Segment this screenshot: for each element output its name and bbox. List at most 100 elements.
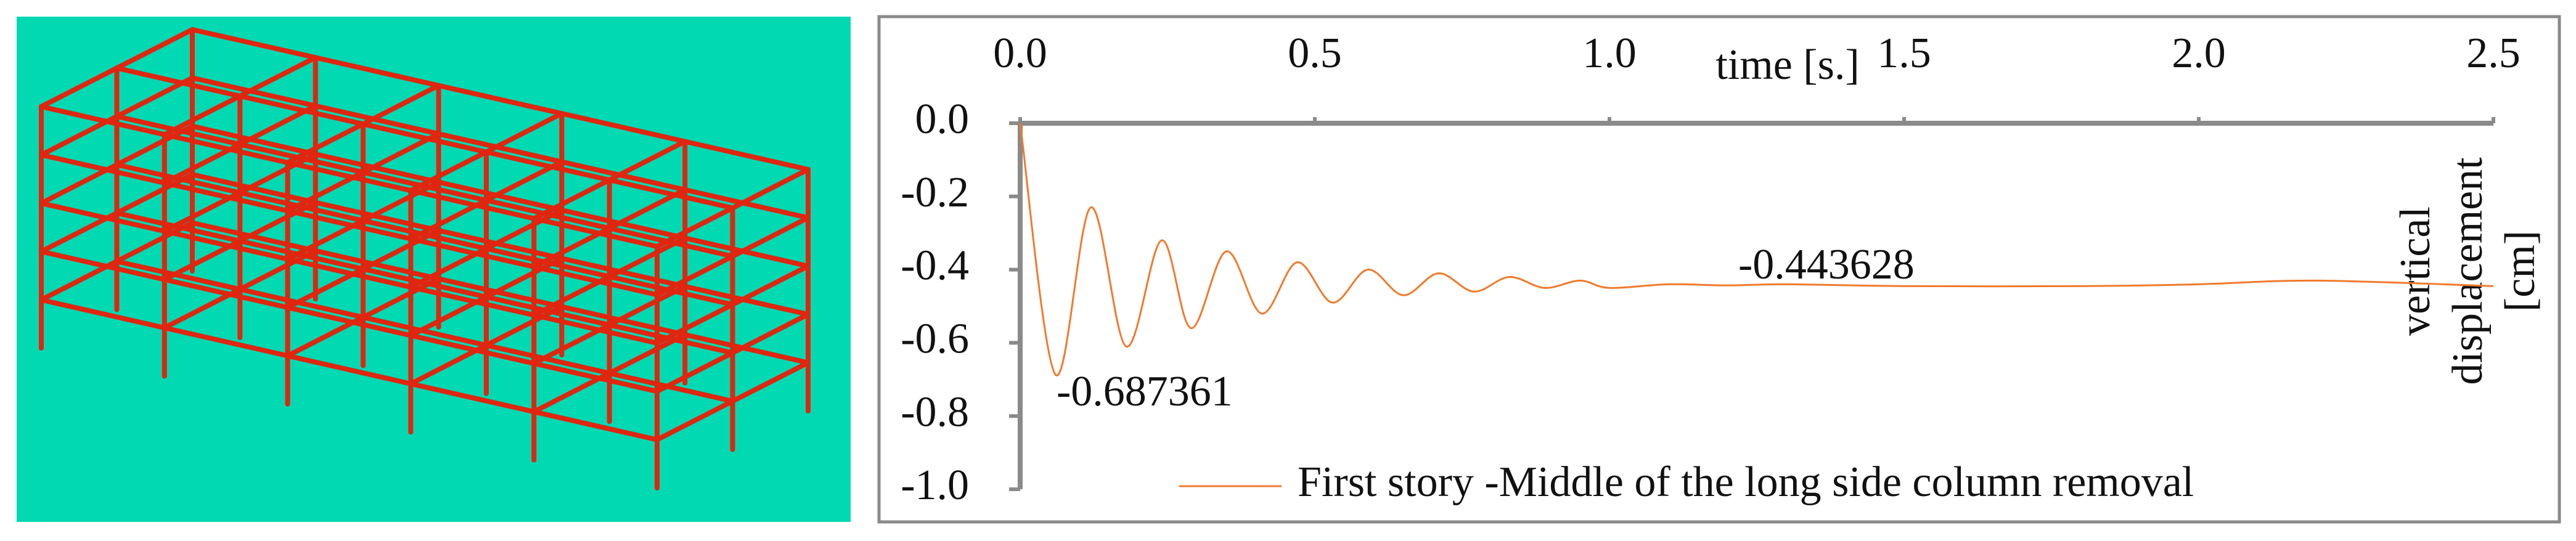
frame-member [408,149,489,193]
frame-member [237,142,366,175]
frame-member [313,248,441,282]
x-tick-label: 0.5 [1288,30,1342,77]
frame-member [361,266,489,299]
frame-member [361,314,489,348]
frame-member [531,177,612,221]
frame-member [607,370,735,404]
frame-member [607,139,688,183]
y-tick-label: -0.2 [901,169,969,216]
frame-model [39,27,811,490]
frame-member [408,333,537,366]
annotation: -0.443628 [1738,241,1915,288]
frame-member [408,285,537,318]
y-tick-label: -1.0 [901,462,969,509]
x-tick-label: 2.0 [2172,30,2226,77]
frame-member [559,111,688,144]
frame-member [531,409,660,442]
frame-member [559,159,688,192]
frame-member [190,123,318,157]
annotation: -0.687361 [1057,368,1233,415]
y-tick-label: -0.4 [901,242,969,290]
frame-member [559,256,688,289]
frame-member [114,162,243,195]
frame-member [730,360,811,404]
line-series [1019,123,2494,376]
frame-member [483,149,612,183]
frame-member [531,360,660,394]
frame-member [607,177,735,211]
frame-member [39,104,167,137]
y-tick-label: -0.8 [901,388,969,436]
frame-member [114,27,195,71]
frame-member [162,180,290,214]
frame-member [607,226,735,259]
frame-member [655,302,735,346]
frame-member [162,277,290,310]
frame-member [730,215,811,259]
frame-member [114,65,243,99]
frame-member [162,325,290,359]
y-axis-title: vertical displacement [cm] [2392,157,2544,385]
frame-member [730,263,811,307]
x-tick-label: 1.5 [1877,30,1931,77]
frame-member [114,210,243,244]
frame-member [436,131,565,165]
frame-member [682,332,811,365]
frame-member [655,205,735,249]
frame-member [361,121,489,155]
y-axis-title-line: [cm] [2496,230,2544,312]
frame-member [408,236,537,269]
frame-member [483,294,612,328]
frame-member [682,187,811,221]
frame-member [436,83,565,116]
frame-member [313,103,441,137]
frame-member [285,160,414,193]
frame-member [483,111,565,155]
frame-member [682,283,811,317]
frame-member [607,322,735,356]
frame-member [39,200,167,234]
frame-member [237,238,366,272]
legend-label: First story -Middle of the long side col… [1298,458,2194,506]
frame-member [39,152,167,185]
frame-member [39,249,167,282]
y-tick-label: 0.0 [915,96,970,143]
frame-member [531,264,660,298]
frame-member [114,259,243,292]
frame-member [162,229,290,262]
frame-member [361,83,441,127]
frame-member [436,228,565,261]
frame-member [237,287,366,320]
frame-member [190,220,318,253]
frame-member [531,216,660,249]
frame-member [162,132,290,165]
y-axis-title-line: displacement [2444,157,2492,385]
x-tick-label: 1.0 [1582,30,1637,77]
frame-member [436,179,565,213]
frame-member [237,55,318,99]
frame-member [655,350,735,394]
chart-box [877,15,2561,524]
x-tick-label: 2.5 [2466,30,2521,77]
frame-member [408,381,537,415]
frame-member [114,113,243,147]
frame-member [408,188,537,221]
frame-member [285,353,414,386]
frame-member [436,276,565,309]
frame-member [531,312,660,346]
frame-member [483,198,612,231]
frame-member [313,152,441,185]
frame-member [730,312,811,356]
frame-member [682,235,811,269]
frame-member [285,256,414,290]
frame-member [682,139,811,172]
frame-member [730,167,811,211]
frame-member [162,93,243,137]
frame-member [237,190,366,224]
frame-member [285,305,414,338]
frame-member [483,246,612,279]
frame-member [285,121,366,165]
frame-member [361,169,489,203]
